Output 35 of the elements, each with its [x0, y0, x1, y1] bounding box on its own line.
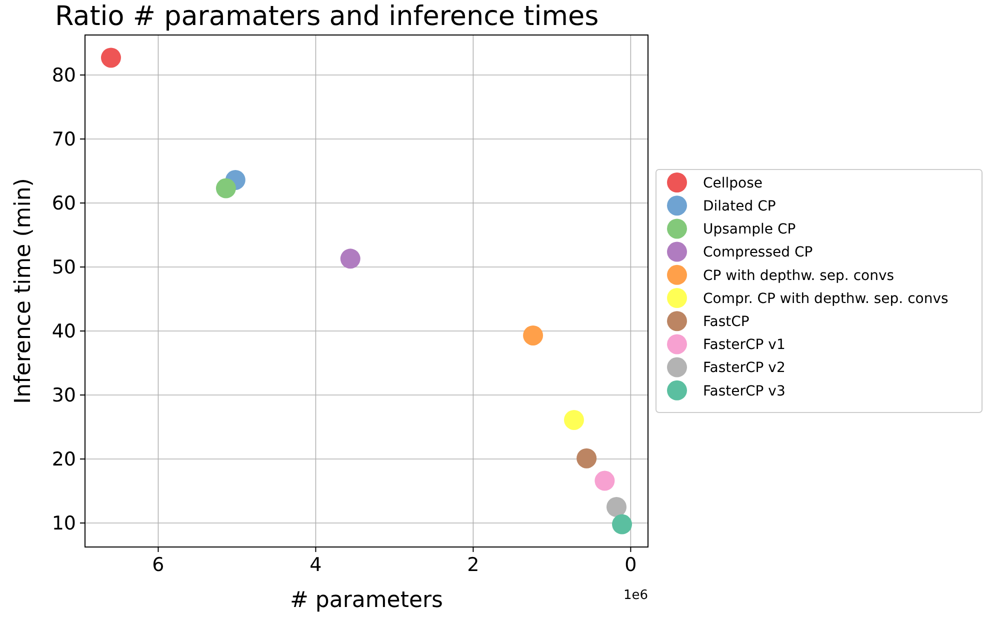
- point: [340, 248, 360, 269]
- y-tick-label: 10: [52, 512, 76, 535]
- y-tick-label: 70: [52, 128, 76, 151]
- point: [100, 48, 121, 68]
- point: [612, 514, 632, 534]
- x-tick-label: 4: [310, 554, 322, 576]
- point: [606, 497, 627, 517]
- x-tick-label: 0: [624, 554, 637, 576]
- y-axis-title: Inference time (min): [11, 178, 36, 404]
- legend-label: FasterCP v1: [703, 337, 786, 354]
- point: [594, 470, 615, 491]
- x-tick-label: 6: [152, 554, 164, 576]
- y-tick-label: 50: [52, 256, 76, 279]
- point: [564, 410, 584, 430]
- legend-label: CP with depthw. sep. convs: [703, 268, 894, 284]
- y-tick-label: 20: [52, 448, 76, 471]
- legend-label: FasterCP v2: [703, 360, 786, 376]
- legend-label: Upsample CP: [703, 222, 796, 238]
- legend-label: Compr. CP with depthw. sep. convs: [703, 290, 948, 307]
- x-tick-label: 2: [467, 554, 480, 576]
- point: [523, 325, 544, 346]
- y-tick-label: 80: [52, 64, 76, 87]
- text: 1e6: [623, 588, 648, 603]
- chart-title: Ratio # paramaters and inference times: [55, 1, 599, 32]
- legend-label: Cellpose: [703, 175, 763, 192]
- legend-label: Dilated CP: [703, 198, 776, 214]
- legend-label: Compressed CP: [703, 244, 813, 261]
- point: [576, 448, 597, 468]
- legend-label: FastCP: [703, 314, 750, 330]
- legend-label: FasterCP v3: [703, 383, 786, 400]
- y-tick-label: 40: [52, 320, 76, 343]
- y-tick-label: 30: [52, 384, 76, 407]
- y-tick-label: 60: [52, 192, 76, 215]
- x-axis-title: # parameters: [290, 588, 444, 613]
- point: [216, 178, 236, 198]
